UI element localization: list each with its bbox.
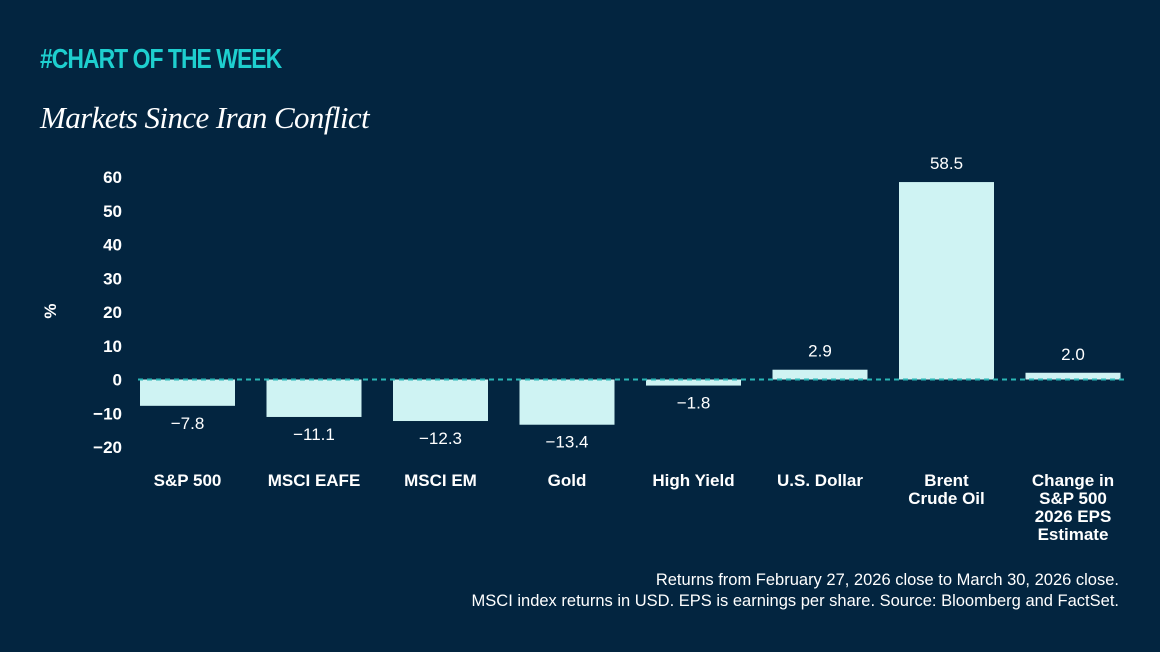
x-tick-label: S&P 500	[1039, 489, 1107, 508]
y-tick-label: 30	[103, 269, 122, 288]
x-tick-label: U.S. Dollar	[777, 471, 863, 490]
x-tick-label: MSCI EAFE	[268, 471, 361, 490]
x-tick-label: High Yield	[652, 471, 734, 490]
y-tick-label: 50	[103, 202, 122, 221]
bar	[1025, 372, 1121, 380]
bar	[393, 379, 488, 422]
x-tick-label: 2026 EPS	[1035, 507, 1112, 526]
data-label: 58.5	[930, 154, 963, 173]
data-label: −1.8	[677, 394, 711, 413]
y-tick-label: 0	[113, 371, 122, 390]
x-tick-label: Brent	[924, 471, 969, 490]
y-tick-label: 20	[103, 303, 122, 322]
chart-title: Markets Since Iran Conflict	[40, 100, 370, 135]
x-tick-label: S&P 500	[154, 471, 222, 490]
y-tick-label: 40	[103, 236, 122, 255]
y-axis-label: %	[41, 303, 60, 318]
y-tick-label: −20	[93, 438, 122, 457]
bar	[140, 379, 235, 406]
footnote-line-1: Returns from February 27, 2026 close to …	[655, 571, 1119, 589]
x-tick-label: MSCI EM	[404, 471, 477, 490]
brand-heading: #CHART OF THE WEEK	[40, 43, 282, 74]
bar	[266, 379, 362, 417]
bar	[519, 379, 615, 425]
footnote-line-2: MSCI index returns in USD. EPS is earnin…	[471, 592, 1119, 610]
y-tick-label: 60	[103, 168, 122, 187]
footnote: Returns from February 27, 2026 close to …	[472, 570, 1119, 612]
bar	[772, 369, 868, 380]
x-tick-label: Change in	[1032, 471, 1114, 490]
data-label: 2.9	[808, 342, 832, 361]
bar	[899, 182, 994, 380]
data-label: −11.1	[293, 425, 335, 444]
data-label: −13.4	[545, 433, 588, 452]
data-label: −12.3	[419, 429, 462, 448]
x-tick-label: Crude Oil	[908, 489, 985, 508]
bar	[646, 379, 741, 386]
y-tick-label: 10	[103, 337, 122, 356]
data-label: −7.8	[171, 414, 205, 433]
data-label: 2.0	[1061, 345, 1085, 364]
x-tick-label: Gold	[548, 471, 587, 490]
y-tick-label: −10	[93, 404, 122, 423]
x-tick-label: Estimate	[1038, 525, 1109, 544]
